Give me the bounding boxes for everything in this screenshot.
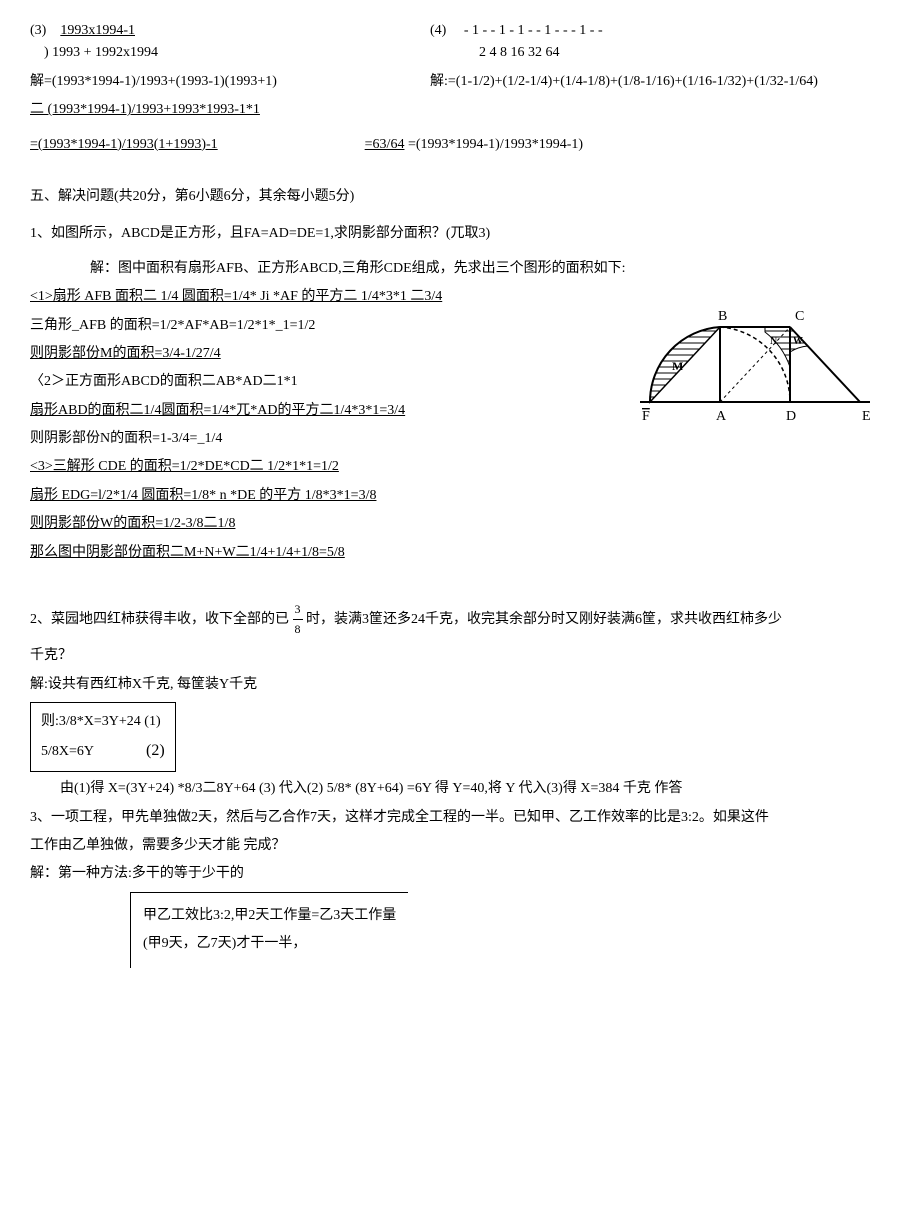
q2-frac-num: 3 (293, 600, 303, 620)
q1-s6: 则阴影部份N的面积=1-3/4=_1/4 (30, 428, 630, 450)
q1-text: 解：图中面积有扇形AFB、正方形ABCD,三角形CDE组成，先求出三个图形的面积… (30, 252, 630, 570)
q1-s1: <1>扇形 AFB 面积二 1/4 圆面积=1/4* Ji *AF 的平方二 1… (30, 286, 630, 308)
q1-s4: 〈2＞正方面形ABCD的面积二AB*AD二1*1 (30, 371, 630, 393)
q1-stem: 1、如图所示，ABCD是正方形，且FA=AD=DE=1,求阴影部分面积？(兀取3… (30, 223, 890, 245)
label-C: C (795, 309, 804, 324)
prob4-expr-top: - 1 - - 1 - 1 - - 1 - - - 1 - - (464, 23, 603, 38)
q2-eq2: 5/8X=6Y (41, 744, 94, 759)
label-F: F (642, 409, 650, 424)
q1-sol-intro: 解：图中面积有扇形AFB、正方形ABCD,三角形CDE组成，先求出三个图形的面积… (90, 258, 630, 280)
q2-stem-a: 2、菜园地四红柿获得丰收，收下全部的已 (30, 612, 289, 627)
q2-sol2: 由(1)得 X=(3Y+24) *8/3二8Y+64 (3) 代入(2) 5/8… (60, 778, 890, 800)
q3-stem1: 3、一项工程，甲先单独做2天，然后与乙合作7天，这样才完成全工程的一半。已知甲、… (30, 807, 890, 829)
prob4-result: =63/64 (365, 137, 405, 152)
prob4-sol: 解:=(1-1/2)+(1/2-1/4)+(1/4-1/8)+(1/8-1/16… (430, 65, 890, 128)
q3-stem2: 工作由乙单独做，需要多少天才能 完成？ (30, 835, 890, 857)
prob3-label: (3) (30, 23, 46, 38)
q3-sol1: 解：第一种方法:多干的等于少干的 (30, 863, 890, 885)
prob3-line2: 二 (1993*1994-1)/1993+1993*1993-1*1 (30, 99, 430, 121)
q3-box: 甲乙工效比3:2,甲2天工作量=乙3天工作量 (甲9天，乙7天)才干一半， (130, 892, 408, 968)
geometry-figure: B C F A D E M N W (630, 292, 880, 432)
q1-s5: 扇形ABD的面积二1/4圆面积=1/4*兀*AD的平方二1/4*3*1=3/4 (30, 400, 630, 422)
label-N: N (770, 336, 778, 347)
prob3-line1: 解=(1993*1994-1)/1993+(1993-1)(1993+1) (30, 71, 430, 93)
q2-stem: 2、菜园地四红柿获得丰收，收下全部的已 3 8 时，装满3筐还多24千克，收完其… (30, 600, 890, 639)
label-E: E (862, 409, 871, 424)
prob3-expr-bot: ) 1993 + 1992x1994 (44, 45, 158, 60)
q2-stem-b: 时，装满3筐还多24千克，收完其余部分时又刚好装满6筐，求共收西红柿多少 (306, 612, 782, 627)
q2-frac-den: 8 (293, 620, 303, 639)
q1-body: 解：图中面积有扇形AFB、正方形ABCD,三角形CDE组成，先求出三个图形的面积… (30, 252, 890, 570)
prob3-expr-top: 1993x1994-1 (60, 23, 135, 38)
label-B: B (718, 309, 727, 324)
q2-sol1: 解:设共有西红柿X千克, 每筐装Y千克 (30, 674, 890, 696)
label-D: D (786, 409, 796, 424)
prob4-expr-bot: 2 4 8 16 32 64 (479, 45, 560, 60)
q1-s3: 则阴影部份M的面积=3/4-1/27/4 (30, 343, 630, 365)
q1-figure: B C F A D E M N W (630, 252, 890, 432)
label-A: A (716, 409, 727, 424)
q2-eq-box: 则:3/8*X=3Y+24 (1) 5/8X=6Y (2) (30, 702, 176, 772)
q3-box1: 甲乙工效比3:2,甲2天工作量=乙3天工作量 (143, 905, 396, 927)
prob4-line1: 解:=(1-1/2)+(1/2-1/4)+(1/4-1/8)+(1/8-1/16… (430, 71, 890, 93)
q1-s2: 三角形_AFB 的面积=1/2*AF*AB=1/2*1*_1=1/2 (30, 315, 630, 337)
q2-eq2-num: (2) (146, 742, 165, 759)
q1-s9: 则阴影部份W的面积=1/2-3/8二1/8 (30, 513, 630, 535)
prob3-4-result-line: =(1993*1994-1)/1993(1+1993)-1 =63/64 =(1… (30, 134, 890, 156)
q3-box2: (甲9天，乙7天)才干一半， (143, 933, 396, 955)
q2-stem-c: 千克？ (30, 645, 890, 667)
prob3-header: (3) 1993x1994-1 ) 1993 + 1992x1994 (30, 20, 430, 65)
q2-eq2-row: 5/8X=6Y (2) (41, 738, 165, 764)
label-W: W (793, 336, 803, 347)
label-M: M (672, 359, 683, 373)
q1-s7: <3>三解形 CDE 的面积=1/2*DE*CD二 1/2*1*1=1/2 (30, 456, 630, 478)
prob3-line3: =(1993*1994-1)/1993(1+1993)-1 (30, 137, 218, 152)
q2-frac: 3 8 (293, 600, 303, 639)
prob3-sol: 解=(1993*1994-1)/1993+(1993-1)(1993+1) 二 … (30, 65, 430, 128)
q1-s10: 那么图中阴影部份面积二M+N+W二1/4+1/4+1/8=5/8 (30, 542, 630, 564)
prob3-line4: =(1993*1994-1)/1993*1994-1) (408, 137, 583, 152)
section5-title: 五、解决问题(共20分，第6小题6分，其余每小题5分) (30, 186, 890, 208)
problems-3-4-sol: 解=(1993*1994-1)/1993+(1993-1)(1993+1) 二 … (30, 65, 890, 128)
prob4-label: (4) (430, 23, 446, 38)
q2-eq1: 则:3/8*X=3Y+24 (1) (41, 711, 165, 733)
prob4-header: (4) - 1 - - 1 - 1 - - 1 - - - 1 - - 2 4 … (430, 20, 890, 65)
q1-s8: 扇形 EDG=l/2*1/4 圆面积=1/8* n *DE 的平方 1/8*3*… (30, 485, 630, 507)
problems-3-4-header: (3) 1993x1994-1 ) 1993 + 1992x1994 (4) -… (30, 20, 890, 65)
